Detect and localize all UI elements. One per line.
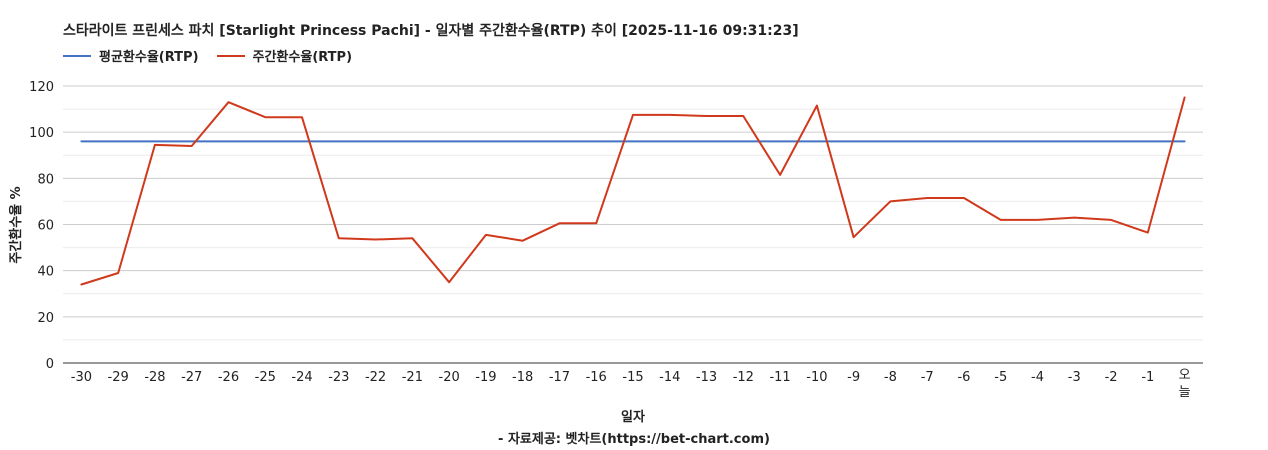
y-tick-label: 120 bbox=[29, 80, 54, 95]
y-tick-label: 80 bbox=[37, 172, 54, 187]
x-axis-title: 일자 bbox=[621, 410, 645, 425]
x-tick-label: -28 bbox=[144, 370, 165, 385]
x-tick-label: -15 bbox=[622, 370, 643, 385]
legend-item-average[interactable]: 평균환수율(RTP) bbox=[63, 46, 199, 65]
x-tick-label: -8 bbox=[884, 370, 897, 385]
x-tick-label: -4 bbox=[1031, 370, 1044, 385]
grid-layer bbox=[63, 85, 1203, 341]
x-tick-label: -26 bbox=[218, 370, 239, 385]
x-tick-label: -13 bbox=[696, 370, 717, 385]
x-tick-label: -20 bbox=[439, 370, 460, 385]
chart-title: 스타라이트 프린세스 파치 [Starlight Princess Pachi]… bbox=[63, 23, 799, 39]
x-tick-label: -30 bbox=[71, 370, 92, 385]
x-tick-label: -17 bbox=[549, 370, 570, 385]
x-tick-label: -5 bbox=[994, 370, 1007, 385]
x-tick-label: -18 bbox=[512, 370, 533, 385]
chart-legend: 평균환수율(RTP) 주간환수율(RTP) bbox=[63, 46, 352, 65]
x-tick-label: -27 bbox=[181, 370, 202, 385]
x-tick-label: -25 bbox=[255, 370, 276, 385]
legend-swatch-average bbox=[63, 54, 91, 57]
x-tick-label: -1 bbox=[1141, 370, 1154, 385]
legend-label-weekly: 주간환수율(RTP) bbox=[252, 50, 353, 65]
axis-layer: 0 20 40 60 80 100 120 -30 -29 -28 -27 -26 -25 -24 -23 -… bbox=[29, 80, 1203, 400]
x-tick-label: -19 bbox=[475, 370, 496, 385]
legend-label-average: 평균환수율(RTP) bbox=[99, 50, 199, 65]
x-tick-label: -14 bbox=[659, 370, 680, 385]
x-tick-label: -12 bbox=[733, 370, 754, 385]
legend-item-weekly[interactable]: 주간환수율(RTP) bbox=[216, 46, 353, 65]
x-tick-label: -16 bbox=[586, 370, 607, 385]
x-tick-label: -10 bbox=[806, 370, 827, 385]
x-tick-label: -3 bbox=[1068, 370, 1081, 385]
x-tick-label: -22 bbox=[365, 370, 386, 385]
x-tick-label: -24 bbox=[291, 370, 312, 385]
x-tick-label: -23 bbox=[328, 370, 349, 385]
source-credit: - 자료제공: 벳차트(https://bet-chart.com) bbox=[498, 432, 770, 447]
y-axis-title: 주간환수율 % bbox=[8, 186, 24, 263]
x-tick-label: -6 bbox=[957, 370, 970, 385]
x-tick-label: -29 bbox=[108, 370, 129, 385]
x-tick-label: -21 bbox=[402, 370, 423, 385]
y-tick-label: 20 bbox=[37, 311, 54, 326]
weekly-rtp-line bbox=[80, 96, 1186, 286]
x-tick-label: -11 bbox=[769, 370, 790, 385]
x-tick-label: -2 bbox=[1105, 370, 1118, 385]
y-tick-label: 0 bbox=[46, 357, 54, 372]
series-layer bbox=[80, 96, 1186, 286]
y-tick-label: 60 bbox=[37, 219, 54, 234]
x-tick-label: -9 bbox=[847, 370, 860, 385]
x-tick-label: -7 bbox=[921, 370, 934, 385]
y-tick-label: 100 bbox=[29, 126, 54, 141]
legend-swatch-weekly bbox=[216, 54, 245, 57]
y-tick-label: 40 bbox=[37, 265, 54, 280]
